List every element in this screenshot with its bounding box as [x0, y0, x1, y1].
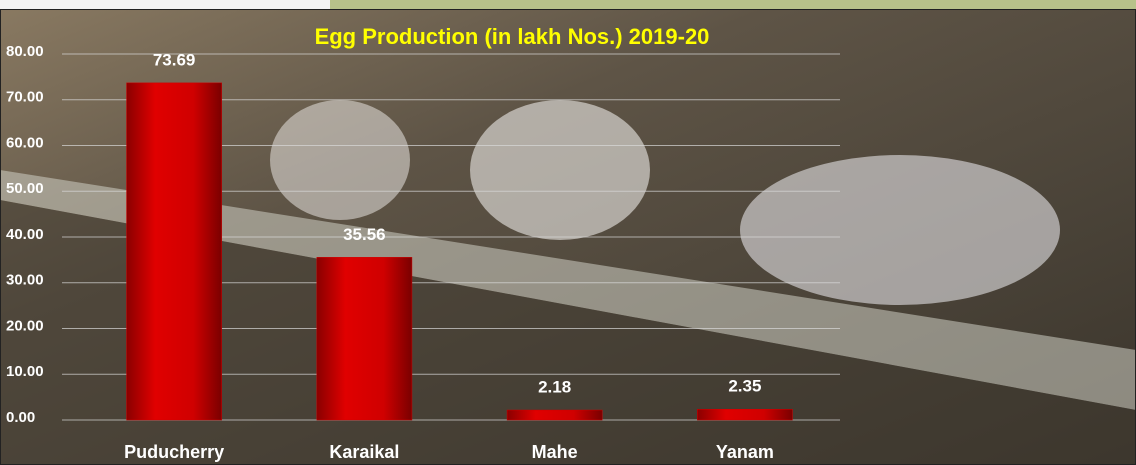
- bar: [126, 82, 222, 421]
- value-label: 35.56: [343, 225, 386, 244]
- value-label: 2.18: [538, 378, 571, 397]
- value-label: 73.69: [153, 50, 196, 69]
- bar: [697, 408, 793, 421]
- y-tick-label: 80.00: [6, 43, 44, 60]
- y-tick-label: 40.00: [6, 226, 44, 243]
- y-tick-label: 30.00: [6, 272, 44, 289]
- bar: [316, 257, 413, 421]
- y-tick-label: 20.00: [6, 317, 44, 334]
- bar: [506, 409, 603, 421]
- chart-title: Egg Production (in lakh Nos.) 2019-20: [315, 24, 710, 49]
- y-tick-label: 50.00: [6, 180, 44, 197]
- x-tick-label: Mahe: [532, 442, 578, 462]
- y-tick-label: 10.00: [6, 363, 44, 380]
- x-tick-label: Karaikal: [329, 442, 399, 462]
- y-tick-label: 0.00: [6, 409, 35, 426]
- x-tick-label: Puducherry: [124, 442, 224, 462]
- y-tick-label: 70.00: [6, 89, 44, 106]
- y-tick-label: 60.00: [6, 134, 44, 151]
- x-tick-label: Yanam: [716, 442, 774, 462]
- value-label: 2.35: [728, 377, 761, 396]
